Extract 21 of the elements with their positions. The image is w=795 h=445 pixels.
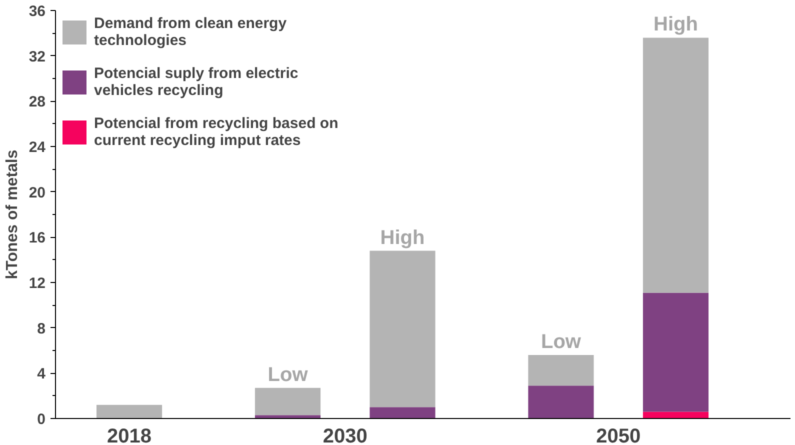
legend-label: Demand from clean energy technologies — [94, 14, 287, 50]
y-tick-label: 4 — [37, 366, 46, 383]
y-tick-label: 8 — [37, 320, 46, 338]
y-tick-label: 36 — [28, 3, 46, 20]
y-tick-label: 32 — [28, 48, 46, 66]
y-tick-label: 28 — [28, 94, 46, 111]
text: 2030 — [322, 426, 368, 445]
legend-label: Potencial suply from electric vehicles recycling — [94, 64, 298, 100]
y-axis-title: kTones of metals — [4, 150, 21, 280]
annotation: High — [380, 226, 425, 249]
y-tick-label: 20 — [28, 184, 46, 202]
annotation: Low — [268, 364, 308, 386]
y-tick-label: 12 — [28, 275, 46, 292]
x-tick-label: 2018 — [107, 426, 152, 445]
annotation: High — [654, 14, 698, 36]
y-tick-label: 0 — [37, 411, 46, 428]
annotation: Low — [540, 331, 582, 354]
text: 2050 — [596, 426, 641, 445]
y-tick-label: 16 — [28, 230, 46, 247]
legend-label: Potencial from recycling based on current recycling imput rates — [94, 114, 338, 150]
y-tick-label: 24 — [28, 139, 46, 156]
